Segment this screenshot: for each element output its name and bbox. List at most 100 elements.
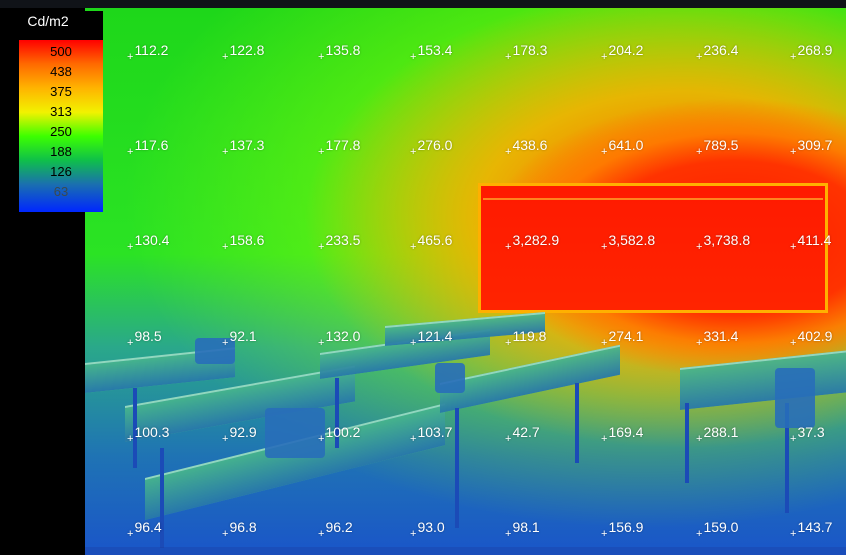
luminance-value: +93.0 [410, 520, 445, 540]
measure-point-marker: + [222, 51, 229, 63]
chair [195, 338, 235, 364]
luminance-legend: Cd/m2 500 438 375 313 250 188 126 63 [15, 11, 103, 212]
luminance-value-text: 3,582.8 [608, 232, 656, 248]
luminance-value: +98.1 [505, 519, 540, 540]
luminance-value: +789.5 [696, 137, 739, 158]
measure-point-marker: + [601, 528, 608, 540]
luminance-value: +96.8 [222, 520, 257, 540]
chair [435, 363, 465, 393]
measure-point-marker: + [696, 51, 703, 63]
luminance-value: +122.8 [222, 43, 264, 63]
measure-point-marker: + [790, 337, 797, 349]
luminance-value-text: 465.6 [417, 232, 453, 248]
bottom-strip [85, 547, 846, 555]
legend-tick-label: 250 [50, 124, 72, 139]
luminance-value-text: 158.6 [229, 232, 265, 248]
luminance-value-text: 309.7 [797, 137, 833, 153]
luminance-value-text: 92.9 [229, 424, 257, 440]
measure-point-marker: + [505, 51, 512, 63]
luminance-value: +135.8 [318, 42, 361, 63]
luminance-value-text: 402.9 [797, 328, 833, 344]
legend-tick-label: 438 [50, 64, 72, 79]
measure-point-marker: + [696, 337, 703, 349]
luminance-value-text: 3,738.8 [703, 232, 751, 248]
measure-point-marker: + [318, 51, 325, 63]
measure-point-marker: + [601, 51, 608, 63]
whiteboard-hotspot [478, 183, 828, 313]
measure-point-marker: + [505, 528, 512, 540]
luminance-value-text: 135.8 [325, 42, 361, 58]
luminance-value: +268.9 [790, 42, 833, 63]
luminance-value: +288.1 [696, 425, 738, 445]
measure-point-marker: + [601, 241, 608, 253]
luminance-value: +92.1 [222, 329, 257, 349]
desk-leg [575, 383, 579, 463]
measure-point-marker: + [127, 241, 134, 253]
legend-tick-label: 188 [50, 144, 72, 159]
measure-point-marker: + [601, 146, 608, 158]
desk-leg [133, 388, 137, 468]
measure-point-marker: + [505, 337, 512, 349]
luminance-value: +3,738.8 [696, 232, 751, 253]
luminance-value: +3,282.9 [505, 232, 560, 253]
measure-point-marker: + [696, 146, 703, 158]
luminance-value-text: 178.3 [512, 42, 548, 58]
luminance-value-text: 112.2 [134, 42, 169, 58]
luminance-value-text: 233.5 [325, 232, 361, 248]
measure-point-marker: + [601, 433, 608, 445]
luminance-value: +100.3 [127, 425, 169, 445]
luminance-value: +402.9 [790, 328, 833, 349]
measure-point-marker: + [790, 241, 797, 253]
luminance-value: +158.6 [222, 232, 265, 253]
luminance-value-text: 789.5 [703, 137, 739, 153]
measure-point-marker: + [318, 433, 325, 445]
luminance-value-text: 96.2 [325, 519, 353, 535]
luminance-value-text: 438.6 [512, 137, 548, 153]
luminance-value-text: 121.4 [417, 328, 453, 344]
luminance-value: +121.4 [410, 328, 453, 349]
luminance-value-text: 153.4 [417, 42, 453, 58]
luminance-value: +37.3 [790, 425, 825, 445]
measure-point-marker: + [696, 433, 703, 445]
measure-point-marker: + [222, 146, 229, 158]
luminance-value-text: 98.1 [512, 519, 540, 535]
luminance-value: +204.2 [601, 43, 643, 63]
luminance-value-text: 331.4 [703, 328, 739, 344]
luminance-value: +92.9 [222, 424, 257, 445]
luminance-value: +143.7 [790, 519, 833, 540]
luminance-value: +233.5 [318, 232, 361, 253]
measure-point-marker: + [790, 433, 797, 445]
luminance-value: +276.0 [410, 138, 452, 158]
measure-point-marker: + [127, 433, 134, 445]
measure-point-marker: + [505, 433, 512, 445]
luminance-value-text: 96.4 [134, 519, 162, 535]
luminance-value-text: 268.9 [797, 42, 833, 58]
measure-point-marker: + [410, 433, 417, 445]
measure-point-marker: + [696, 528, 703, 540]
measure-point-marker: + [505, 146, 512, 158]
top-strip [0, 0, 846, 8]
luminance-value-text: 641.0 [608, 137, 644, 153]
luminance-value: +42.7 [505, 424, 540, 445]
measure-point-marker: + [410, 528, 417, 540]
luminance-value-text: 236.4 [703, 42, 739, 58]
desk-leg [785, 403, 789, 513]
luminance-render-view[interactable] [85, 8, 846, 555]
luminance-value: +137.3 [222, 138, 264, 158]
luminance-value-text: 119.8 [512, 328, 547, 344]
luminance-value: +169.4 [601, 425, 643, 445]
luminance-value-text: 103.7 [417, 424, 453, 440]
luminance-value-text: 159.0 [703, 519, 739, 535]
measure-point-marker: + [601, 337, 608, 349]
legend-tick-label: 63 [53, 184, 69, 199]
legend-tick-label: 313 [50, 104, 72, 119]
luminance-value-text: 411.4 [797, 232, 832, 248]
luminance-value: +96.4 [127, 519, 162, 540]
chair [265, 408, 325, 458]
luminance-value-text: 42.7 [512, 424, 540, 440]
desk-leg [685, 403, 689, 483]
luminance-value-text: 3,282.9 [512, 232, 560, 248]
luminance-value-text: 143.7 [797, 519, 833, 535]
measure-point-marker: + [410, 51, 417, 63]
luminance-value-text: 117.6 [134, 137, 169, 153]
